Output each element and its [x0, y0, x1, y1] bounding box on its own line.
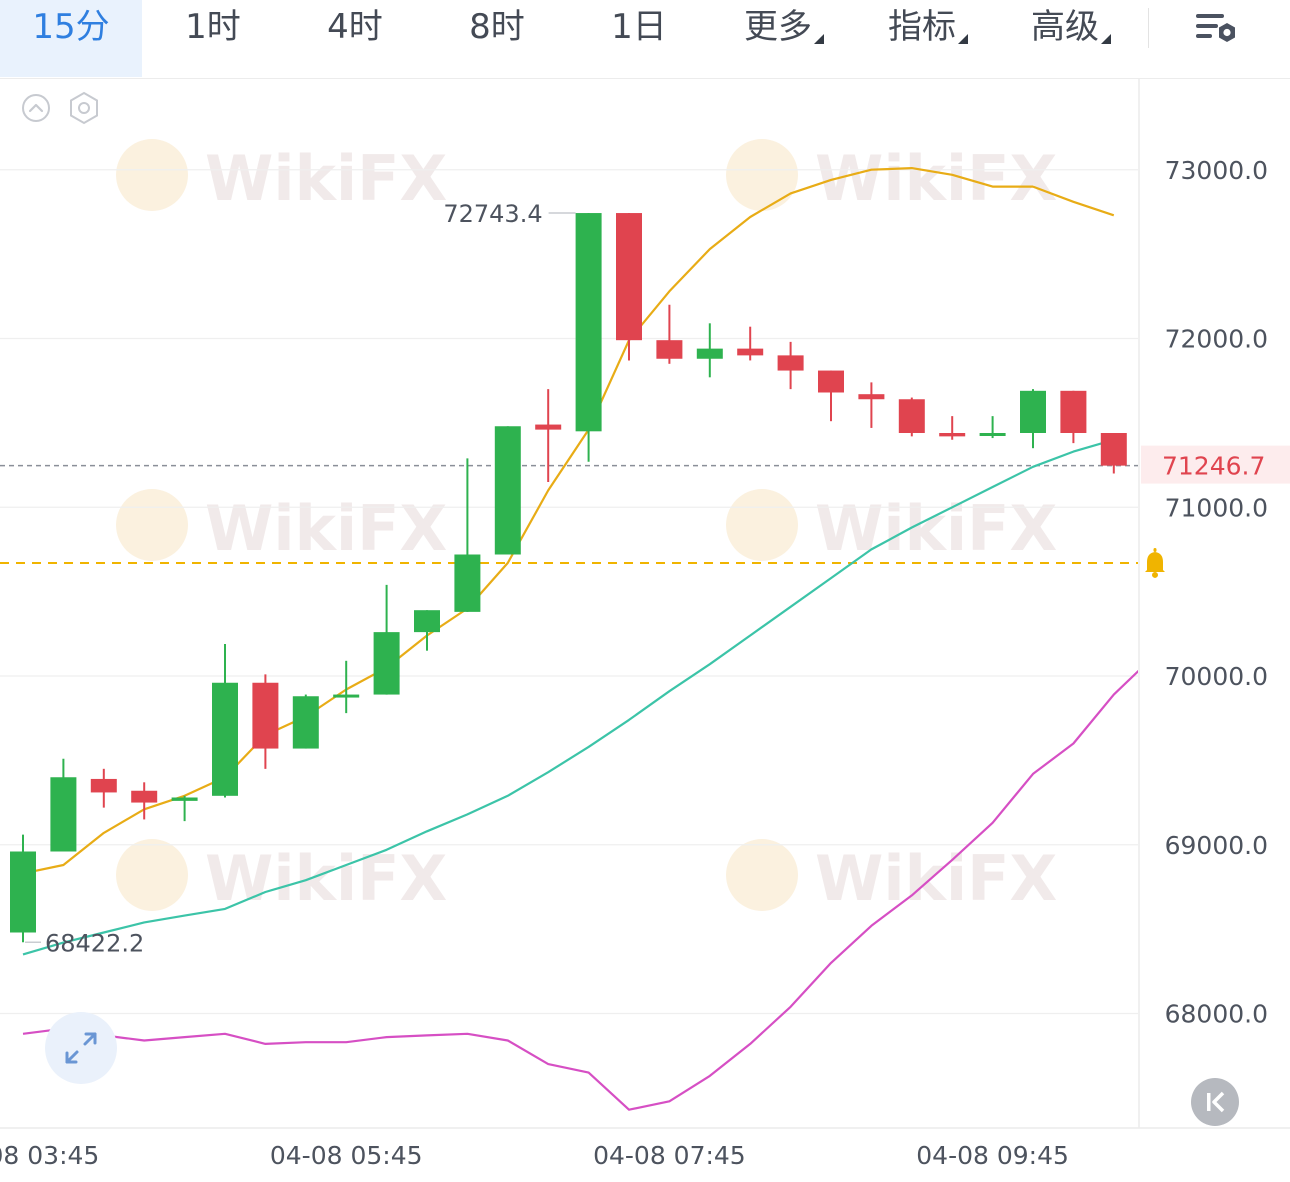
watermark-logo — [726, 489, 798, 561]
candle-down — [616, 213, 642, 341]
candle-down — [535, 424, 562, 430]
dropdown-triangle-icon — [814, 34, 824, 44]
tab-4h[interactable]: 4时 — [284, 0, 426, 77]
candle-down — [656, 340, 683, 359]
time-tick-label: 04-08 03:45 — [0, 1141, 99, 1170]
time-tick-label: 04-08 05:45 — [270, 1141, 423, 1170]
tab-label: 1日 — [611, 7, 667, 47]
candle-up — [10, 851, 36, 933]
ma_mid-line — [22, 438, 1115, 956]
timeframe-tab-bar: 15分 1时 4时 8时 1日 更多 指标 高级 — [0, 0, 1290, 79]
bell-icon[interactable] — [1145, 547, 1165, 578]
tab-more[interactable]: 更多 — [710, 0, 858, 77]
tab-label: 1时 — [185, 7, 241, 47]
candle-down — [777, 355, 804, 371]
tab-divider — [1148, 8, 1149, 48]
watermark-text: WikiFX — [205, 492, 447, 565]
moving-average-lines — [22, 166, 1138, 1111]
tab-label: 15分 — [32, 7, 110, 47]
watermark-text: WikiFX — [815, 492, 1057, 565]
expand-arrows-icon[interactable] — [45, 1012, 117, 1084]
watermark-text: WikiFX — [205, 142, 447, 215]
candle-down — [131, 790, 158, 803]
ma_short-line — [22, 166, 1115, 875]
watermark-logo — [726, 139, 798, 211]
candle-up — [50, 777, 77, 852]
dropdown-triangle-icon — [958, 34, 968, 44]
time-tick-label: 04-08 09:45 — [916, 1141, 1069, 1170]
low-price-label: 68422.2 — [45, 929, 144, 957]
tab-15m[interactable]: 15分 — [0, 0, 142, 77]
candle-up — [454, 554, 481, 612]
price-tick-label: 71000.0 — [1165, 493, 1268, 522]
tab-1d[interactable]: 1日 — [568, 0, 710, 77]
tab-1h[interactable]: 1时 — [142, 0, 284, 77]
dropdown-triangle-icon — [1101, 34, 1111, 44]
candle-down — [939, 433, 966, 437]
price-tick-label: 72000.0 — [1165, 325, 1268, 354]
candle-down — [90, 778, 117, 793]
tab-advanced[interactable]: 高级 — [1000, 0, 1142, 77]
candle-up — [333, 694, 360, 698]
tab-label: 更多 — [744, 7, 812, 47]
watermark-text: WikiFX — [815, 842, 1057, 915]
tab-indicators[interactable]: 指标 — [858, 0, 998, 77]
tab-label: 高级 — [1031, 7, 1099, 47]
candle-up — [212, 682, 238, 796]
collapse-icon[interactable] — [22, 94, 50, 122]
price-tick-label: 70000.0 — [1165, 662, 1268, 691]
watermark-logo — [116, 139, 188, 211]
candle-down — [737, 348, 764, 356]
price-tick-label: 69000.0 — [1165, 831, 1268, 860]
price-tick-label: 68000.0 — [1165, 1000, 1268, 1029]
watermark-logo — [116, 839, 188, 911]
current-price-value: 71246.7 — [1162, 452, 1265, 481]
price-axis: 73000.0 72000.0 71000.0 70000.0 69000.0 68000… — [1165, 156, 1268, 1029]
candle-up — [979, 433, 1006, 436]
watermark-layer: WikiFX WikiFX WikiFX WikiFX WikiFX WikiFX — [116, 139, 1057, 915]
chart-grid — [0, 169, 1138, 1015]
high-low-annotations: 72743.4 68422.2 — [25, 200, 576, 957]
tab-8h[interactable]: 8时 — [426, 0, 568, 77]
tab-label: 8时 — [469, 7, 525, 47]
price-chart[interactable]: WikiFX WikiFX WikiFX WikiFX WikiFX WikiFX 730… — [0, 78, 1290, 1182]
candle-up — [1020, 390, 1046, 433]
candle-up — [292, 696, 319, 749]
candle-up — [494, 426, 521, 555]
watermark-logo — [726, 839, 798, 911]
tab-label: 指标 — [888, 7, 956, 47]
scroll-to-latest-icon[interactable] — [1191, 1078, 1239, 1126]
hexagon-settings-icon[interactable] — [70, 91, 98, 125]
candlestick-series — [10, 213, 1127, 943]
high-price-label: 72743.4 — [443, 200, 542, 228]
candle-down — [818, 370, 844, 393]
candle-down — [1060, 390, 1087, 433]
candle-up — [171, 797, 198, 801]
tab-label: 4时 — [327, 7, 383, 47]
watermark-text: WikiFX — [205, 842, 447, 915]
ma_long-line — [22, 669, 1138, 1111]
watermark-logo — [116, 489, 188, 561]
candle-down — [858, 394, 885, 400]
watermark-text: WikiFX — [815, 142, 1057, 215]
candle-down — [1100, 433, 1127, 466]
current-price-tag: 71246.7 — [1141, 445, 1290, 484]
candle-up — [575, 213, 602, 432]
chart-settings-icon[interactable] — [1194, 10, 1242, 50]
time-tick-label: 04-08 07:45 — [593, 1141, 746, 1170]
candle-up — [696, 348, 723, 359]
time-axis: 04-08 03:45 04-08 05:45 04-08 07:45 04-08 0… — [0, 1141, 1069, 1170]
price-tick-label: 73000.0 — [1165, 156, 1268, 185]
candle-down — [898, 399, 925, 433]
candle-down — [252, 682, 279, 749]
candle-up — [414, 610, 440, 633]
current-price-tag-bg — [1141, 445, 1290, 484]
candle-up — [373, 632, 400, 695]
